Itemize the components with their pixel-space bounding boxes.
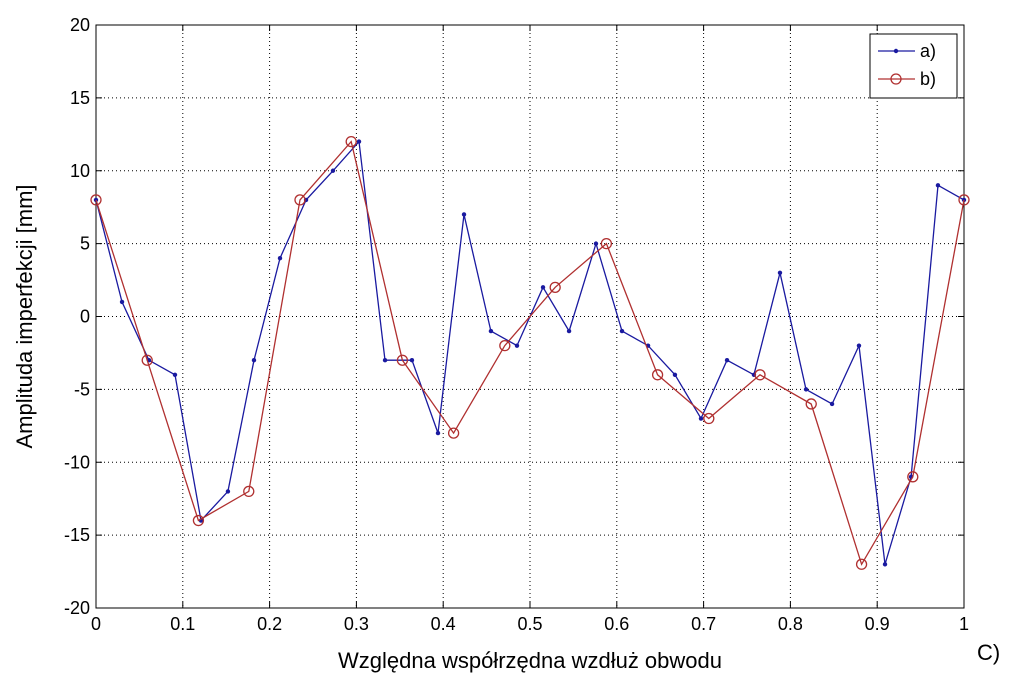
data-point-a [488, 328, 494, 334]
y-axis-label: Amplituda imperfekcji [mm] [12, 184, 37, 448]
data-point-b [90, 194, 102, 206]
data-point-b [499, 339, 511, 352]
data-point-a [829, 401, 835, 407]
x-tick-label: 0.7 [691, 614, 716, 634]
data-point-b [396, 354, 409, 366]
data-point-a [435, 430, 441, 436]
data-point-b [447, 427, 460, 439]
data-point-a [803, 387, 809, 392]
data-point-b [855, 558, 868, 570]
x-tick-label: 0.1 [170, 614, 195, 634]
data-point-a [225, 489, 231, 494]
data-point-a [119, 299, 125, 305]
x-tick-label: 0.3 [344, 614, 369, 634]
y-tick-label: 5 [80, 234, 90, 254]
data-point-a [566, 328, 572, 334]
data-point-b [754, 369, 766, 381]
data-point-a [724, 358, 730, 363]
data-point-a [882, 562, 888, 567]
legend-label: a) [920, 41, 936, 61]
x-tick-label: 0.6 [604, 614, 629, 634]
data-point-b [651, 369, 664, 381]
series-line-b [95, 140, 965, 566]
x-tick-label: 0.4 [431, 614, 456, 634]
y-tick-label: -10 [64, 452, 90, 472]
legend: a) b) [869, 33, 958, 99]
data-point-a [382, 358, 388, 363]
data-point-a [461, 212, 467, 217]
legend-box [869, 33, 958, 99]
x-tick-label: 0.5 [517, 614, 542, 634]
y-tick-label: -5 [74, 379, 90, 399]
series-layer [90, 135, 970, 570]
grid [96, 25, 964, 608]
data-point-a [672, 372, 678, 377]
y-tick-label: 20 [70, 15, 90, 35]
y-tick-label: -20 [64, 598, 90, 618]
data-point-a [935, 183, 941, 188]
data-point-a [172, 372, 178, 377]
data-point-b [243, 485, 255, 498]
legend-marker [893, 48, 899, 54]
data-point-a [540, 285, 546, 290]
x-axis-label: Względna współrzędna wzdłuż obwodu [338, 648, 722, 673]
y-tick-label: 15 [70, 88, 90, 108]
data-point-a [856, 343, 862, 348]
y-tick-label: 10 [70, 161, 90, 181]
x-tick-label: 0.8 [778, 614, 803, 634]
data-point-a [277, 256, 283, 261]
legend-marker [890, 73, 902, 85]
x-tick-label: 0.2 [257, 614, 282, 634]
panel-label: C) [977, 640, 1001, 665]
data-point-b [192, 514, 205, 527]
data-point-a [619, 328, 625, 334]
x-tick-label: 0.9 [865, 614, 890, 634]
y-tick-label: -15 [64, 525, 90, 545]
data-point-a [356, 139, 362, 144]
data-point-b [549, 281, 561, 294]
data-point-b [958, 194, 970, 206]
data-point-a [251, 358, 257, 363]
legend-label: b) [920, 69, 936, 89]
data-point-a [593, 241, 599, 246]
axis-ticks: 0 0.1 0.2 0.3 0.4 0.5 0.6 0.7 0.8 0.9 1 20 15 10 5 0 -5 -… [64, 15, 969, 634]
data-point-b [600, 237, 613, 250]
x-tick-label: 0 [91, 614, 101, 634]
data-point-b [141, 354, 153, 366]
data-point-b [345, 135, 357, 148]
data-point-a [330, 168, 336, 173]
data-point-a [698, 416, 704, 421]
data-point-a [409, 358, 415, 363]
data-point-b [805, 398, 817, 410]
data-point-b [703, 412, 715, 425]
data-point-b [294, 194, 306, 206]
x-tick-label: 1 [959, 614, 969, 634]
data-point-b [907, 471, 919, 483]
y-tick-label: 0 [80, 307, 90, 327]
data-point-a [777, 270, 783, 275]
data-point-a [514, 343, 520, 348]
